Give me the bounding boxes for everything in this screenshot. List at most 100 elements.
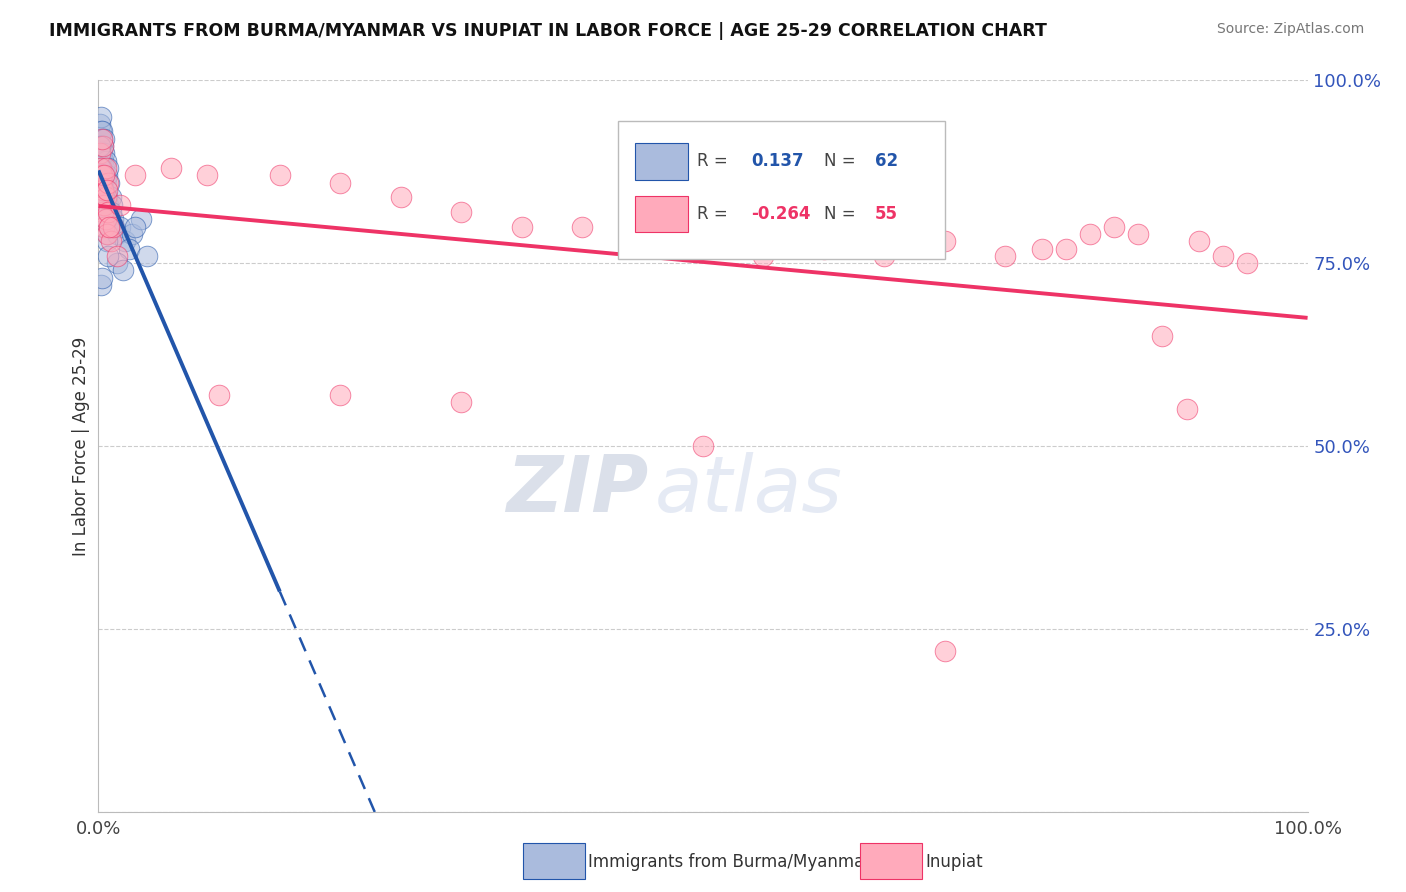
- Point: [97, 249, 120, 263]
- Point: [692, 234, 714, 248]
- Text: Inupiat: Inupiat: [925, 853, 983, 871]
- Text: 62: 62: [875, 153, 898, 170]
- Point: [90, 124, 112, 138]
- Text: R =: R =: [697, 205, 728, 223]
- Point: [93, 190, 115, 204]
- Point: [96, 234, 118, 248]
- Text: 0.137: 0.137: [751, 153, 804, 170]
- Point: [90, 161, 112, 175]
- Point: [94, 205, 117, 219]
- Point: [450, 205, 472, 219]
- Point: [97, 205, 120, 219]
- Point: [873, 249, 896, 263]
- Point: [93, 132, 115, 146]
- Point: [91, 132, 114, 146]
- Point: [91, 169, 114, 183]
- Point: [89, 132, 111, 146]
- Point: [94, 212, 117, 227]
- Point: [96, 183, 118, 197]
- Point: [100, 197, 122, 211]
- Point: [1128, 227, 1150, 241]
- Point: [93, 197, 115, 211]
- Point: [1054, 242, 1077, 256]
- Point: [571, 219, 593, 234]
- Point: [934, 234, 956, 248]
- Point: [813, 242, 835, 256]
- Point: [98, 176, 121, 190]
- Point: [100, 234, 122, 248]
- Point: [93, 197, 115, 211]
- Point: [93, 219, 115, 234]
- Point: [631, 234, 654, 248]
- Point: [91, 169, 114, 183]
- Point: [93, 146, 115, 161]
- Point: [208, 388, 231, 402]
- Point: [1236, 256, 1258, 270]
- Point: [1078, 227, 1101, 241]
- Point: [90, 169, 112, 183]
- Point: [1175, 402, 1198, 417]
- Point: [90, 161, 112, 175]
- Point: [100, 205, 122, 219]
- Point: [329, 388, 352, 402]
- FancyBboxPatch shape: [636, 196, 689, 233]
- Text: -0.264: -0.264: [751, 205, 811, 223]
- Point: [389, 190, 412, 204]
- Point: [114, 234, 136, 248]
- Point: [96, 227, 118, 241]
- Point: [105, 227, 128, 241]
- Point: [105, 256, 128, 270]
- Point: [96, 169, 118, 183]
- Point: [93, 183, 115, 197]
- Point: [118, 242, 141, 256]
- Point: [97, 197, 120, 211]
- Point: [108, 197, 131, 211]
- Text: ZIP: ZIP: [506, 452, 648, 528]
- Point: [91, 176, 114, 190]
- Point: [1212, 249, 1234, 263]
- Point: [91, 183, 114, 197]
- Point: [93, 169, 115, 183]
- Text: atlas: atlas: [655, 452, 842, 528]
- Point: [101, 212, 124, 227]
- Point: [89, 146, 111, 161]
- Point: [91, 270, 114, 285]
- Point: [89, 139, 111, 153]
- Text: Immigrants from Burma/Myanmar: Immigrants from Burma/Myanmar: [588, 853, 870, 871]
- Point: [94, 153, 117, 168]
- Point: [94, 176, 117, 190]
- Point: [450, 395, 472, 409]
- Point: [101, 219, 124, 234]
- Point: [89, 161, 111, 175]
- Point: [91, 176, 114, 190]
- Point: [160, 161, 183, 175]
- Point: [91, 183, 114, 197]
- FancyBboxPatch shape: [619, 120, 945, 260]
- Point: [91, 205, 114, 219]
- Point: [510, 219, 533, 234]
- Point: [994, 249, 1017, 263]
- Point: [96, 227, 118, 241]
- Point: [89, 117, 111, 131]
- Point: [97, 176, 120, 190]
- Point: [98, 219, 121, 234]
- Point: [90, 153, 112, 168]
- Point: [108, 219, 131, 234]
- Text: R =: R =: [697, 153, 728, 170]
- Point: [91, 153, 114, 168]
- Point: [91, 161, 114, 175]
- Point: [94, 161, 117, 175]
- Point: [1031, 242, 1053, 256]
- Point: [91, 190, 114, 204]
- Point: [752, 249, 775, 263]
- Point: [91, 132, 114, 146]
- Point: [89, 146, 111, 161]
- Point: [91, 190, 114, 204]
- Point: [111, 263, 134, 277]
- Text: 55: 55: [875, 205, 897, 223]
- Text: N =: N =: [824, 205, 855, 223]
- Y-axis label: In Labor Force | Age 25-29: In Labor Force | Age 25-29: [72, 336, 90, 556]
- Point: [129, 212, 152, 227]
- Point: [98, 219, 121, 234]
- Text: N =: N =: [824, 153, 855, 170]
